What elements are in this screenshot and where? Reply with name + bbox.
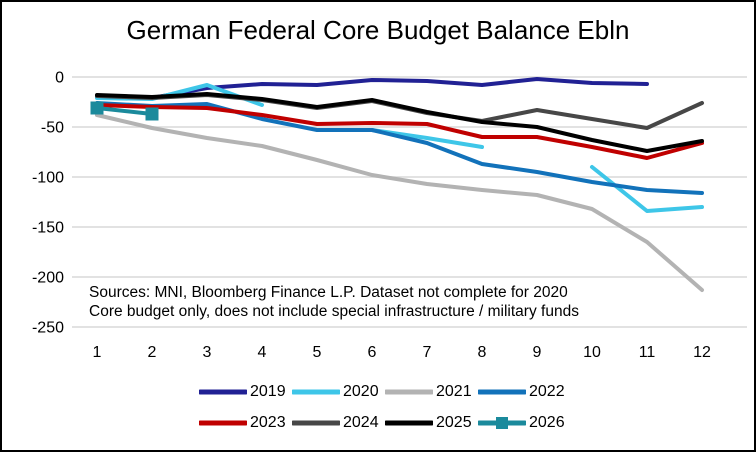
chart-title: German Federal Core Budget Balance Ebln [126, 15, 630, 45]
legend-item-2024: 2024 [292, 414, 385, 432]
legend-label-2025: 2025 [436, 414, 472, 431]
legend-label-2021: 2021 [436, 383, 472, 400]
legend-swatch-2026 [478, 417, 526, 429]
legend-marker-2026 [496, 417, 508, 429]
series-marker-2026 [90, 101, 104, 115]
series-line-2026 [95, 106, 154, 116]
x-axis-tick-label: 12 [693, 344, 711, 361]
source-note: Sources: MNI, Bloomberg Finance L.P. Dat… [89, 283, 579, 321]
legend-swatch-2022 [478, 389, 526, 395]
x-axis-tick-label: 2 [148, 344, 157, 361]
y-axis-tick-label: -50 [41, 120, 64, 137]
legend-item-2022: 2022 [478, 383, 571, 401]
legend-swatch-2019 [199, 389, 247, 395]
series-line-2020 [590, 165, 704, 213]
y-axis-tick-label: -150 [32, 220, 64, 237]
x-axis-tick-label: 11 [639, 344, 656, 361]
x-axis-tick-label: 3 [203, 344, 212, 361]
legend-swatch-2020 [292, 389, 340, 395]
x-axis-tick-label: 1 [93, 344, 102, 361]
legend-item-2025: 2025 [385, 414, 478, 432]
legend-label-2019: 2019 [250, 383, 286, 400]
y-axis-tick-label: 0 [55, 70, 64, 87]
x-axis-tick-label: 6 [368, 344, 377, 361]
legend-item-2019: 2019 [199, 383, 292, 401]
series-line-2023 [95, 103, 704, 160]
legend-label-2024: 2024 [343, 414, 379, 431]
x-axis-tick-label: 10 [583, 344, 601, 361]
legend-swatch-2023 [199, 420, 247, 426]
source-note-line2: Core budget only, does not include speci… [89, 303, 579, 320]
legend-label-2020: 2020 [343, 383, 379, 400]
x-axis-tick-label: 7 [423, 344, 432, 361]
legend-swatch-2021 [385, 389, 433, 395]
legend-swatch-2024 [292, 420, 340, 426]
series-line-2025 [95, 92, 704, 153]
y-axis-tick-label: -200 [32, 270, 64, 287]
x-axis-tick-label: 5 [313, 344, 322, 361]
legend-swatch-2025 [385, 420, 433, 426]
legend-item-2020: 2020 [292, 383, 385, 401]
legend-label-2026: 2026 [529, 414, 565, 431]
legend-item-2021: 2021 [385, 383, 478, 401]
legend-item-2026: 2026 [478, 414, 571, 432]
legend-row-2: 2023 2024 2025 2026 [199, 414, 571, 432]
series-line-2021 [95, 113, 704, 292]
x-axis-tick-label: 8 [478, 344, 487, 361]
chart-legend: 2019 2020 2021 2022 2023 2024 2025 2026 [199, 383, 571, 445]
series-line-2022 [95, 101, 704, 195]
x-axis-tick-label: 4 [258, 344, 267, 361]
y-axis-tick-label: -100 [32, 170, 64, 187]
source-note-line1: Sources: MNI, Bloomberg Finance L.P. Dat… [89, 284, 568, 301]
x-axis-tick-label: 9 [533, 344, 542, 361]
series-marker-2026 [145, 107, 159, 121]
legend-row-1: 2019 2020 2021 2022 [199, 383, 571, 401]
legend-label-2023: 2023 [250, 414, 286, 431]
y-axis-tick-label: -250 [32, 320, 64, 337]
legend-item-2023: 2023 [199, 414, 292, 432]
legend-label-2022: 2022 [529, 383, 565, 400]
